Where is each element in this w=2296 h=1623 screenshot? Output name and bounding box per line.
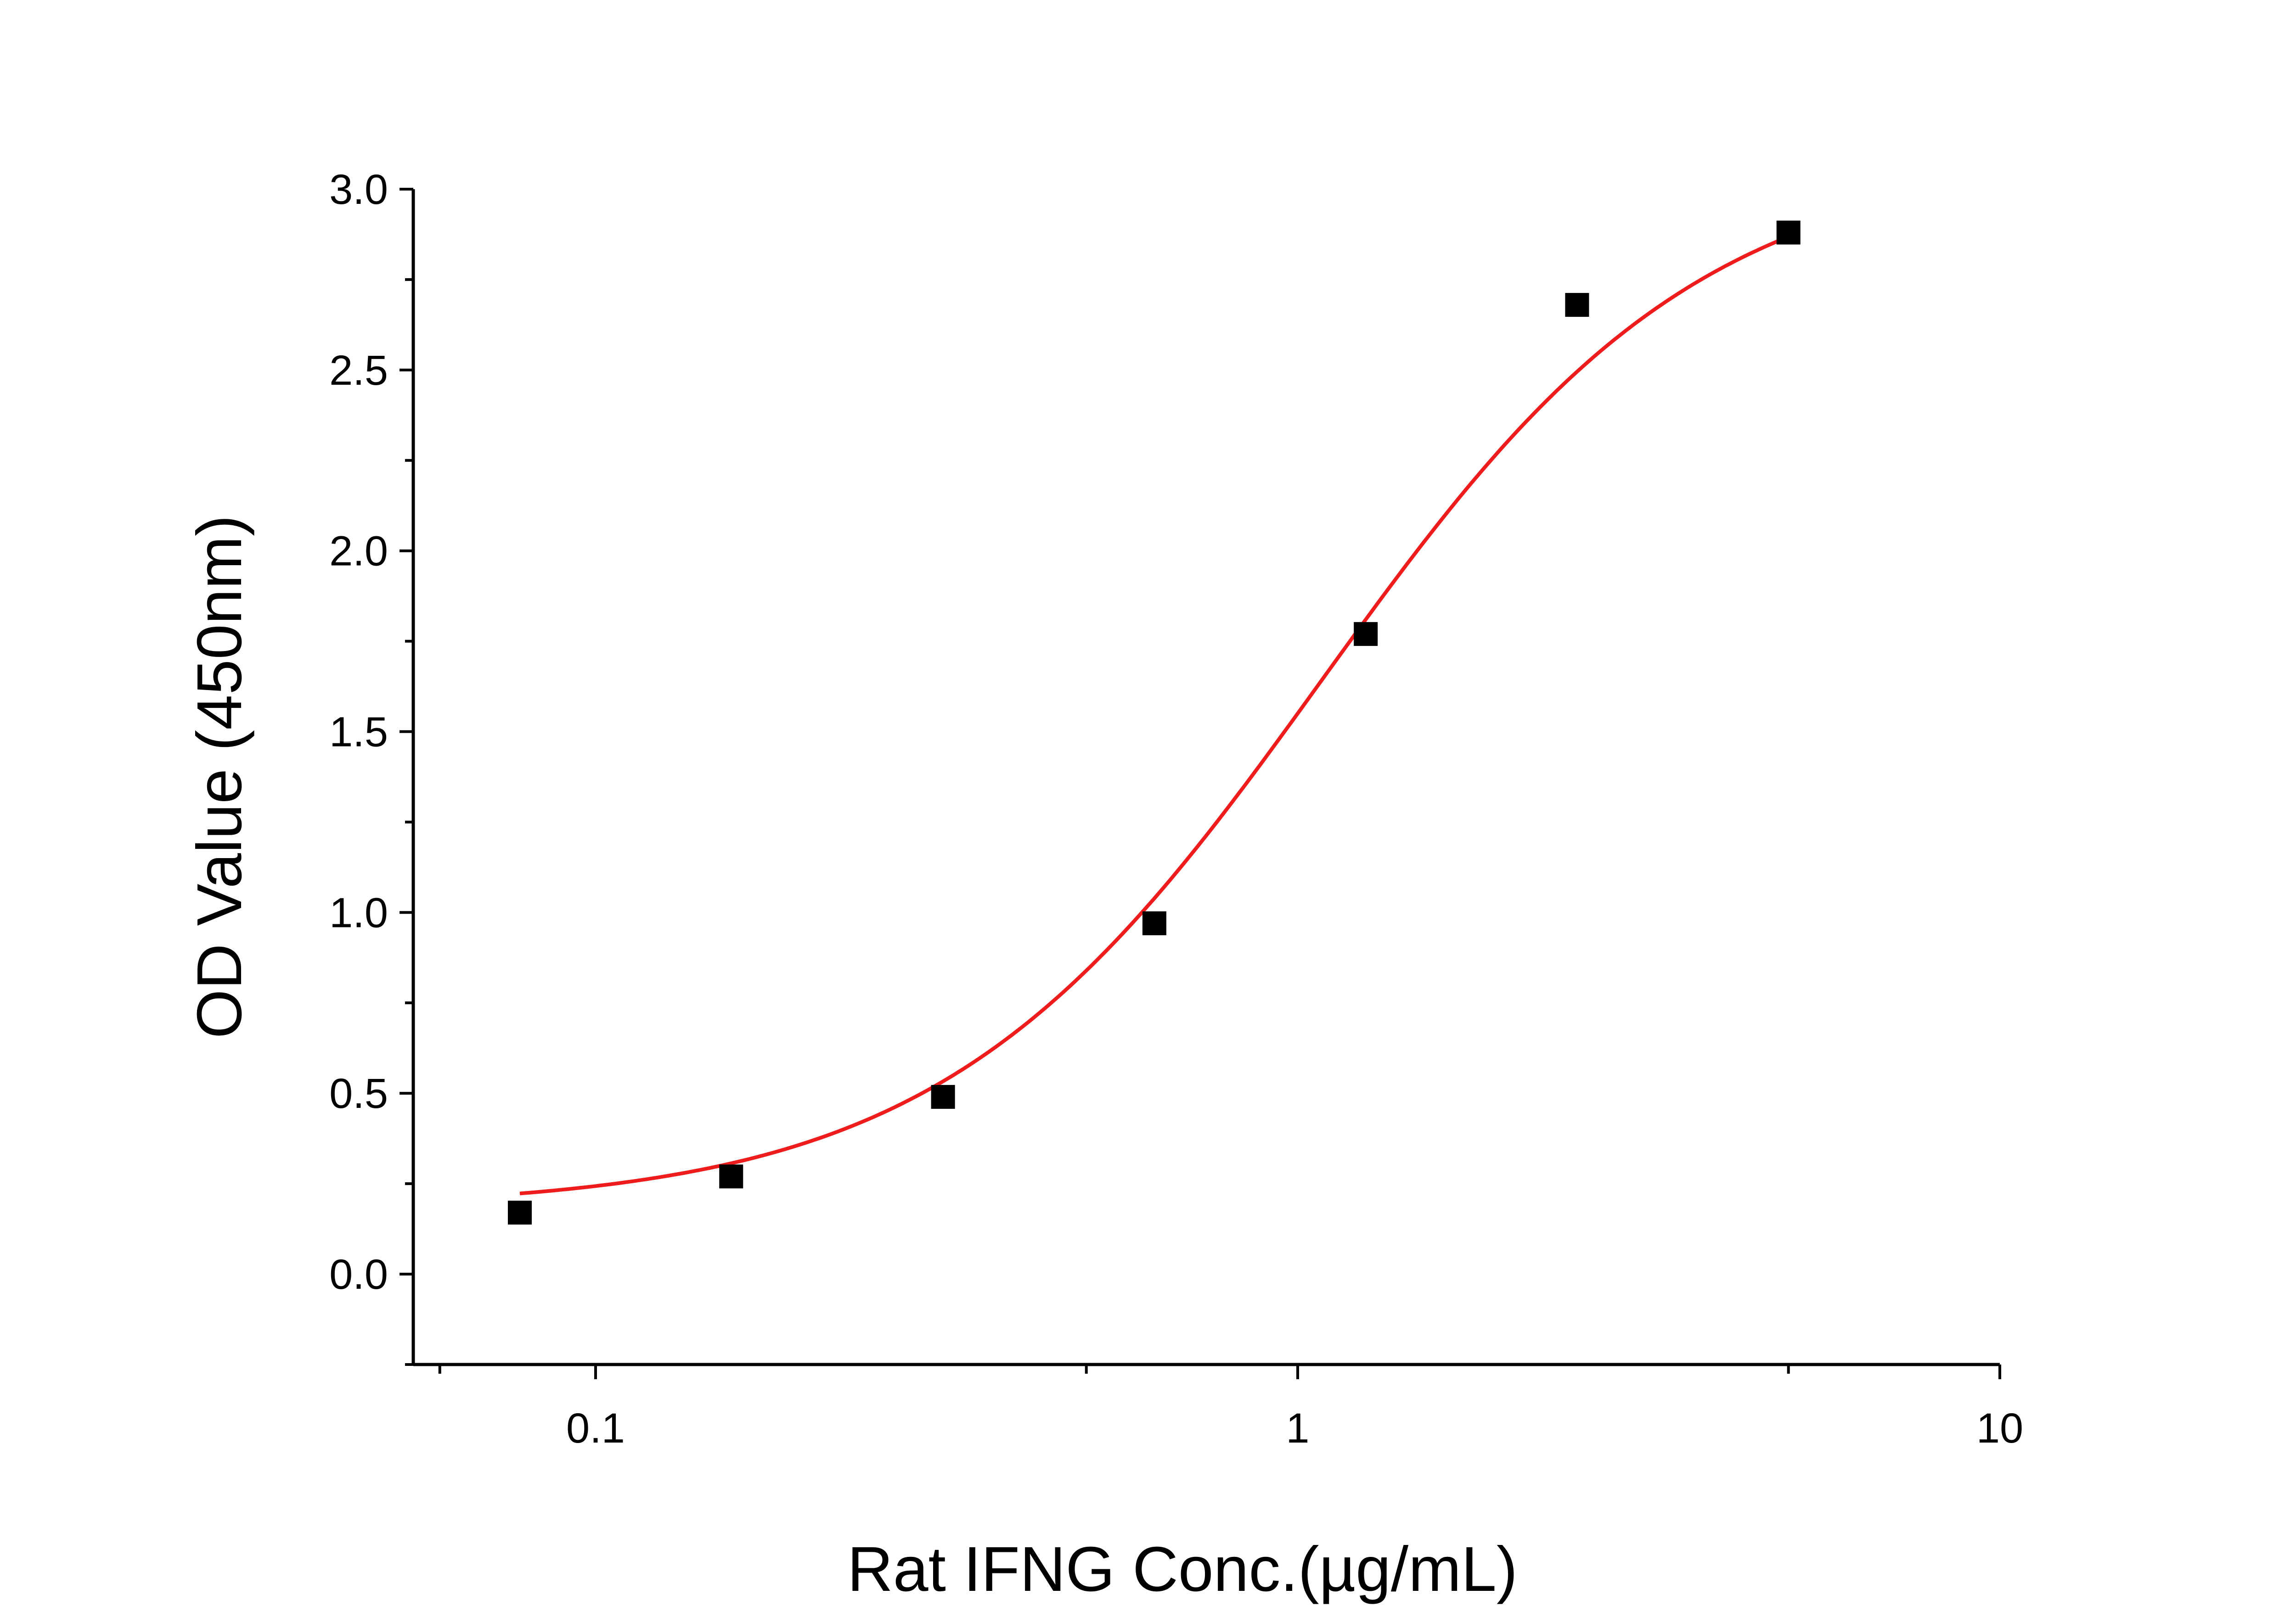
x-tick-label: 0.1	[566, 1405, 625, 1452]
x-ticks: 0.1 1 10	[438, 1365, 2023, 1452]
data-point	[1142, 911, 1166, 936]
y-ticks: 0.0 0.5 1.0 1.5 2.0 2.5 3.0	[329, 166, 413, 1366]
axes	[411, 189, 2000, 1366]
y-axis-title: OD Value (450nm)	[184, 515, 255, 1039]
data-point	[719, 1164, 743, 1189]
x-tick-label: 10	[1976, 1405, 2023, 1452]
y-tick-label: 0.0	[329, 1251, 388, 1298]
y-tick-label: 1.5	[329, 709, 388, 756]
y-tick-label: 2.5	[329, 347, 388, 394]
data-point	[1565, 293, 1589, 317]
y-tick-label: 3.0	[329, 166, 388, 213]
data-points	[507, 220, 1801, 1225]
data-point	[1776, 220, 1801, 245]
y-tick-label: 2.0	[329, 528, 388, 575]
y-tick-label: 1.0	[329, 889, 388, 936]
data-point	[931, 1085, 955, 1109]
fit-curve	[519, 235, 1790, 1196]
y-tick-label: 0.5	[329, 1070, 388, 1117]
data-point	[1354, 622, 1378, 646]
data-point	[507, 1201, 532, 1225]
x-tick-label: 1	[1286, 1405, 1309, 1452]
x-axis-title: Rat IFNG Conc.(µg/mL)	[847, 1534, 1518, 1605]
